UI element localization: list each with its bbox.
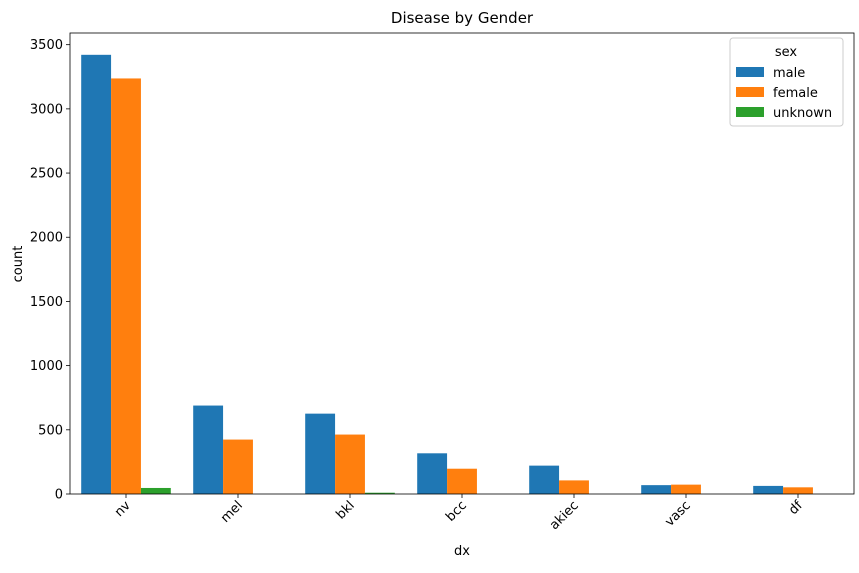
- legend-swatch-unknown: [736, 107, 764, 117]
- y-axis: 0 500 1000 1500 2000 2500 3000 3500: [30, 38, 70, 503]
- y-tick-label: 1500: [30, 295, 63, 310]
- chart-title: Disease by Gender: [391, 9, 534, 27]
- bar-male-vasc: [641, 485, 672, 494]
- y-tick-label: 2000: [30, 231, 63, 246]
- legend: sex male female unknown: [729, 37, 844, 127]
- y-axis-title: count: [11, 246, 26, 283]
- x-axis: nv mel bkl bcc akiec vasc df: [112, 494, 806, 533]
- bar-female-nv: [111, 78, 141, 494]
- x-tick-label-mel: mel: [218, 498, 246, 526]
- legend-label-male: male: [773, 66, 805, 81]
- bar-female-vasc: [671, 484, 701, 494]
- bar-female-akiec: [559, 480, 589, 494]
- bar-female-mel: [223, 439, 253, 494]
- bar-male-df: [753, 485, 784, 494]
- y-tick-label: 1000: [30, 359, 63, 374]
- x-tick-label-akiec: akiec: [547, 498, 582, 533]
- x-tick-label-nv: nv: [112, 498, 134, 520]
- y-tick-label: 0: [55, 488, 63, 503]
- legend-items: male female unknown: [736, 66, 832, 121]
- legend-swatch-female: [736, 87, 764, 97]
- bar-male-akiec: [529, 465, 560, 494]
- bar-male-mel: [193, 405, 224, 494]
- x-tick-label-bkl: bkl: [333, 498, 357, 522]
- bar-unknown-nv: [140, 487, 171, 494]
- bars-group: [81, 54, 813, 494]
- bar-unknown-bkl: [364, 492, 395, 494]
- y-tick-label: 2500: [30, 167, 63, 182]
- legend-swatch-male: [736, 67, 764, 77]
- bar-male-nv: [81, 54, 112, 494]
- x-tick-label-vasc: vasc: [662, 498, 694, 530]
- bar-male-bkl: [305, 413, 336, 494]
- y-tick-label: 3000: [30, 102, 63, 117]
- legend-label-female: female: [773, 86, 818, 101]
- x-tick-label-df: df: [786, 498, 806, 518]
- legend-frame: [729, 37, 844, 127]
- legend-title: sex: [775, 45, 798, 60]
- x-tick-label-bcc: bcc: [443, 498, 470, 525]
- bar-male-bcc: [417, 453, 448, 494]
- y-tick-label: 3500: [30, 38, 63, 53]
- x-axis-title: dx: [454, 544, 470, 559]
- bar-female-df: [783, 487, 813, 494]
- bar-female-bcc: [447, 468, 477, 494]
- y-tick-label: 500: [38, 423, 63, 438]
- bar-female-bkl: [335, 434, 365, 494]
- legend-label-unknown: unknown: [773, 106, 832, 121]
